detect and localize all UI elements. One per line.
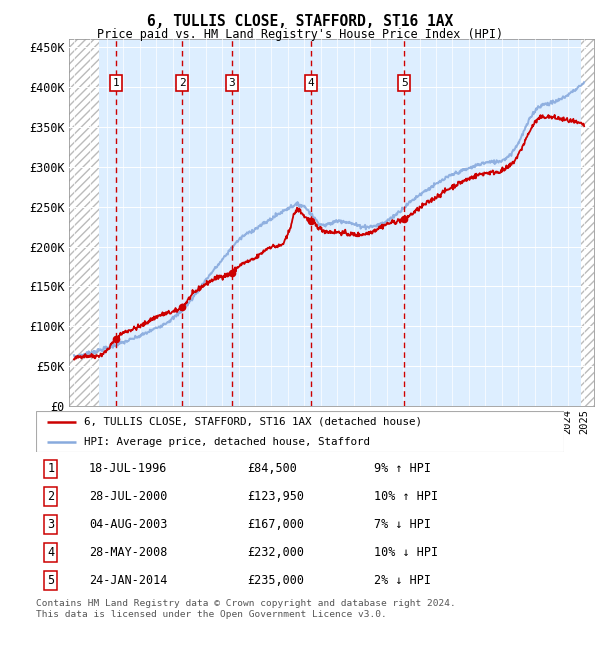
Text: 4: 4 — [47, 546, 55, 559]
Text: 2: 2 — [47, 490, 55, 503]
Text: 2: 2 — [179, 78, 185, 88]
Text: Contains HM Land Registry data © Crown copyright and database right 2024.
This d: Contains HM Land Registry data © Crown c… — [36, 599, 456, 619]
Text: £84,500: £84,500 — [247, 463, 297, 476]
Text: 6, TULLIS CLOSE, STAFFORD, ST16 1AX (detached house): 6, TULLIS CLOSE, STAFFORD, ST16 1AX (det… — [83, 417, 422, 426]
Text: £167,000: £167,000 — [247, 519, 304, 532]
Text: 04-AUG-2003: 04-AUG-2003 — [89, 519, 167, 532]
Text: 5: 5 — [401, 78, 407, 88]
Text: 6, TULLIS CLOSE, STAFFORD, ST16 1AX: 6, TULLIS CLOSE, STAFFORD, ST16 1AX — [147, 14, 453, 29]
Text: 10% ↓ HPI: 10% ↓ HPI — [374, 546, 438, 559]
Text: 5: 5 — [47, 575, 55, 588]
Text: HPI: Average price, detached house, Stafford: HPI: Average price, detached house, Staf… — [83, 437, 370, 447]
Text: £232,000: £232,000 — [247, 546, 304, 559]
Text: Price paid vs. HM Land Registry's House Price Index (HPI): Price paid vs. HM Land Registry's House … — [97, 28, 503, 41]
Text: 28-MAY-2008: 28-MAY-2008 — [89, 546, 167, 559]
Text: 3: 3 — [229, 78, 235, 88]
Bar — [581, 39, 594, 406]
Bar — [69, 39, 98, 406]
Text: £235,000: £235,000 — [247, 575, 304, 588]
Text: 24-JAN-2014: 24-JAN-2014 — [89, 575, 167, 588]
Text: 4: 4 — [308, 78, 314, 88]
Text: 1: 1 — [47, 463, 55, 476]
Text: 1: 1 — [112, 78, 119, 88]
Text: 7% ↓ HPI: 7% ↓ HPI — [374, 519, 431, 532]
Text: 9% ↑ HPI: 9% ↑ HPI — [374, 463, 431, 476]
Text: 10% ↑ HPI: 10% ↑ HPI — [374, 490, 438, 503]
Text: 18-JUL-1996: 18-JUL-1996 — [89, 463, 167, 476]
Text: 2% ↓ HPI: 2% ↓ HPI — [374, 575, 431, 588]
Text: 28-JUL-2000: 28-JUL-2000 — [89, 490, 167, 503]
Text: £123,950: £123,950 — [247, 490, 304, 503]
Text: 3: 3 — [47, 519, 55, 532]
